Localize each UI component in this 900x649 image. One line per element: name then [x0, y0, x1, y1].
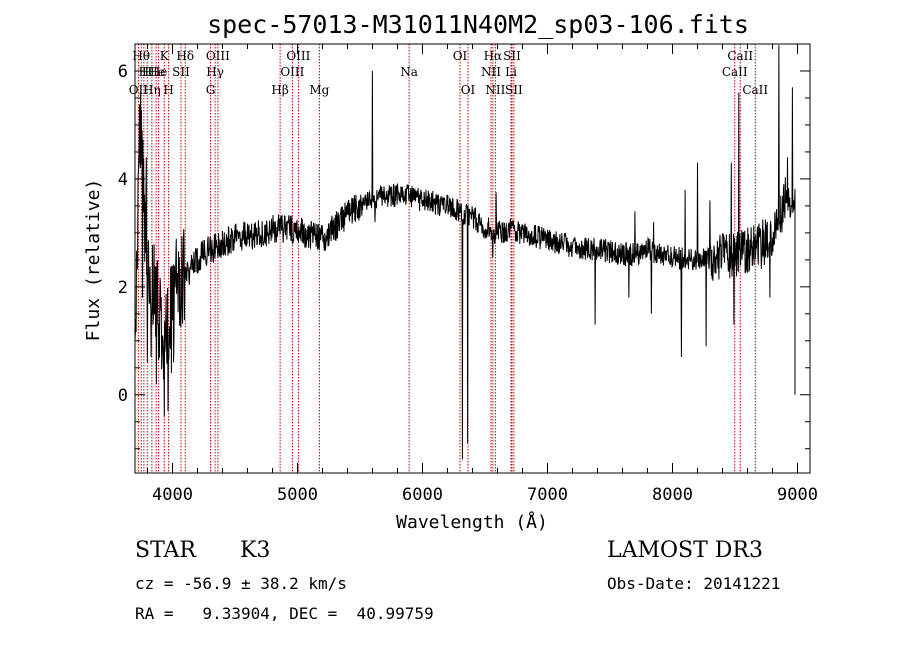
line-label-he: He	[150, 65, 168, 79]
line-label-h: H	[163, 83, 173, 97]
line-label-mg: Mg	[309, 83, 329, 97]
line-label-sii: SII	[172, 65, 190, 79]
line-label-g: G	[206, 83, 216, 97]
line-label-h: H	[142, 65, 152, 79]
line-label-sii: SII	[505, 83, 523, 97]
line-label-nii: NII	[485, 83, 505, 97]
line-label-nii: NII	[481, 65, 501, 79]
x-tick-label: 4000	[152, 485, 193, 505]
spectral-line-labels: OIIHθHHHηHeHeKHSIIHδGHγOIIIHβOIIIOIIIMgN…	[129, 49, 769, 97]
x-axis-label: Wavelength (Å)	[396, 511, 548, 533]
line-label-oi: OI	[461, 83, 476, 97]
tick-labels: 4000 5000 6000 7000 8000 9000 0 2 4 6	[118, 62, 818, 505]
line-label-hδ: Hδ	[176, 49, 194, 63]
line-label-sii: SII	[503, 49, 521, 63]
spectrum-line	[134, 45, 796, 460]
line-label-oiii: OIII	[206, 49, 230, 63]
line-label-hβ: Hβ	[271, 83, 288, 97]
line-label-hγ: Hγ	[206, 65, 224, 79]
line-label-oii: OII	[129, 83, 149, 97]
ra-dec: RA = 9.33904, DEC = 40.99759	[135, 604, 434, 623]
y-axis-label: Flux (relative)	[83, 179, 104, 342]
redshift-cz: cz = -56.9 ± 38.2 km/s	[135, 574, 347, 593]
y-tick-label: 2	[118, 278, 128, 298]
y-tick-label: 6	[118, 62, 128, 82]
x-tick-label: 5000	[277, 485, 318, 505]
chart-title: spec-57013-M31011N40M2_sp03-106.fits	[207, 10, 749, 39]
line-label-he: He	[147, 65, 165, 79]
line-label-hθ: Hθ	[132, 49, 150, 63]
object-class: STAR	[135, 538, 196, 563]
line-label-hη: Hη	[143, 83, 161, 97]
x-tick-label: 6000	[402, 485, 443, 505]
object-subclass: K3	[240, 538, 271, 563]
line-label-oi: OI	[453, 49, 468, 63]
x-tick-label: 8000	[652, 485, 693, 505]
observation-date: Obs-Date: 20141221	[607, 574, 781, 593]
line-label-na: Na	[400, 65, 418, 79]
line-label-caii: CaII	[722, 65, 748, 79]
survey-name: LAMOST DR3	[607, 538, 763, 563]
line-label-caii: CaII	[742, 83, 768, 97]
plot-frame	[134, 43, 811, 474]
line-label-caii: CaII	[727, 49, 753, 63]
line-label-oiii: OIII	[286, 49, 310, 63]
x-tick-label: 9000	[777, 485, 818, 505]
y-tick-label: 4	[118, 170, 128, 190]
line-label-h: H	[139, 65, 149, 79]
y-tick-label: 0	[118, 386, 128, 406]
axis-ticks	[135, 43, 810, 473]
line-label-k: K	[160, 49, 170, 63]
line-label-li: Li	[505, 65, 517, 79]
line-label-oiii: OIII	[280, 65, 304, 79]
line-label-hα: Hα	[484, 49, 503, 63]
x-tick-label: 7000	[527, 485, 568, 505]
